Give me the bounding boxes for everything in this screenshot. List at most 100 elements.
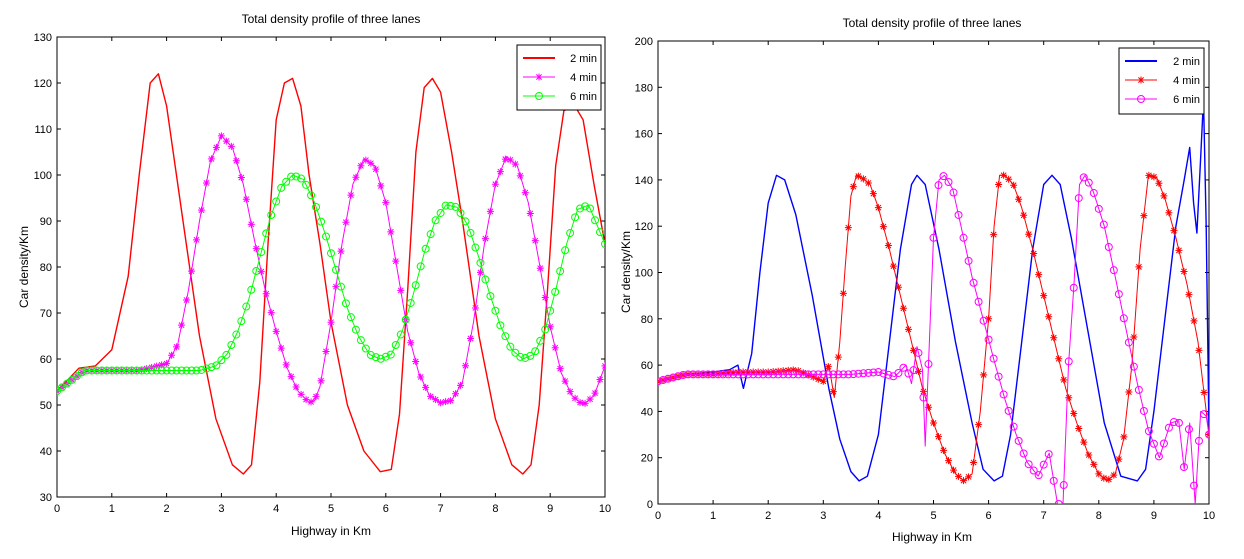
data-point [207, 155, 215, 163]
data-point [814, 375, 822, 383]
data-point [1170, 227, 1178, 235]
plot-area [657, 40, 1210, 505]
data-point [188, 267, 196, 275]
data-point [924, 360, 933, 369]
x-tick-label: 6 [986, 510, 992, 522]
data-point [769, 368, 777, 376]
data-point [1005, 175, 1013, 183]
data-point [994, 372, 1003, 381]
data-point [909, 366, 918, 375]
data-point [192, 366, 201, 375]
data-point [168, 351, 176, 359]
data-point [112, 366, 121, 375]
data-point [719, 370, 728, 379]
data-point [376, 354, 385, 363]
y-tick-label: 40 [641, 406, 653, 418]
data-point [964, 256, 973, 265]
data-point [456, 209, 465, 218]
data-point [844, 224, 852, 232]
data-point [307, 191, 316, 200]
data-point [764, 368, 772, 376]
data-point [491, 180, 499, 188]
data-point [995, 181, 1003, 189]
data-point [357, 162, 365, 170]
data-point [437, 399, 445, 407]
data-point [322, 232, 331, 241]
data-point [719, 370, 727, 378]
data-point [387, 228, 395, 236]
data-point [854, 369, 863, 378]
data-point [267, 211, 276, 220]
data-point [207, 363, 216, 372]
data-point [521, 353, 530, 362]
data-point [516, 172, 524, 180]
data-point [929, 233, 938, 242]
data-point [596, 228, 605, 237]
data-point [814, 370, 823, 379]
data-point [446, 201, 455, 210]
data-point [940, 446, 948, 454]
data-point [581, 399, 589, 407]
data-point [1004, 406, 1013, 415]
x-tick-label: 9 [1151, 510, 1157, 522]
legend: 2 min 4 min 6 min [1118, 47, 1205, 115]
data-point [1159, 439, 1168, 448]
data-point [1064, 357, 1073, 366]
data-point [411, 281, 420, 290]
series-3 [57, 172, 605, 396]
data-point [173, 343, 181, 351]
data-point [724, 370, 733, 379]
data-point [1060, 376, 1068, 384]
data-point [397, 286, 405, 294]
y-tick-label: 160 [635, 129, 653, 141]
data-point [282, 361, 290, 369]
data-point [287, 373, 295, 381]
data-point [1044, 450, 1053, 459]
data-point [1110, 471, 1118, 479]
data-point [257, 248, 266, 257]
data-point [486, 292, 495, 301]
data-point [834, 353, 842, 361]
data-point [979, 316, 988, 325]
data-point [352, 173, 360, 181]
data-point [1179, 463, 1188, 472]
y-tick-label: 30 [40, 492, 52, 504]
data-point [804, 371, 812, 379]
data-point [1034, 471, 1043, 480]
data-point [714, 370, 723, 379]
data-point [739, 368, 747, 376]
data-point [386, 350, 395, 359]
data-point [336, 282, 345, 291]
data-point [361, 344, 370, 353]
data-point [471, 243, 480, 252]
data-point [421, 244, 430, 253]
data-point [769, 370, 778, 379]
data-point [351, 325, 360, 334]
data-point [1049, 476, 1058, 485]
data-point [1190, 317, 1198, 325]
data-point [227, 340, 236, 349]
data-point [581, 202, 590, 211]
data-point [137, 366, 146, 375]
data-point [212, 143, 220, 151]
x-tick-label: 0 [655, 510, 661, 522]
data-point [302, 180, 311, 189]
data-point [1160, 192, 1168, 200]
data-point [197, 365, 206, 374]
data-point [476, 268, 484, 276]
data-point [591, 389, 599, 397]
legend-item: 2 min [1125, 56, 1200, 68]
data-point [591, 216, 600, 225]
legend-marker [535, 92, 543, 100]
data-point [694, 370, 703, 379]
series-line [57, 73, 605, 475]
data-point [202, 179, 210, 187]
data-point [1039, 460, 1048, 469]
data-point [789, 370, 798, 379]
legend-item: 6 min [523, 91, 597, 103]
y-tick-label: 70 [40, 308, 52, 320]
data-point [57, 387, 61, 396]
data-point [809, 370, 818, 379]
data-point [689, 370, 698, 379]
data-point [526, 351, 535, 360]
